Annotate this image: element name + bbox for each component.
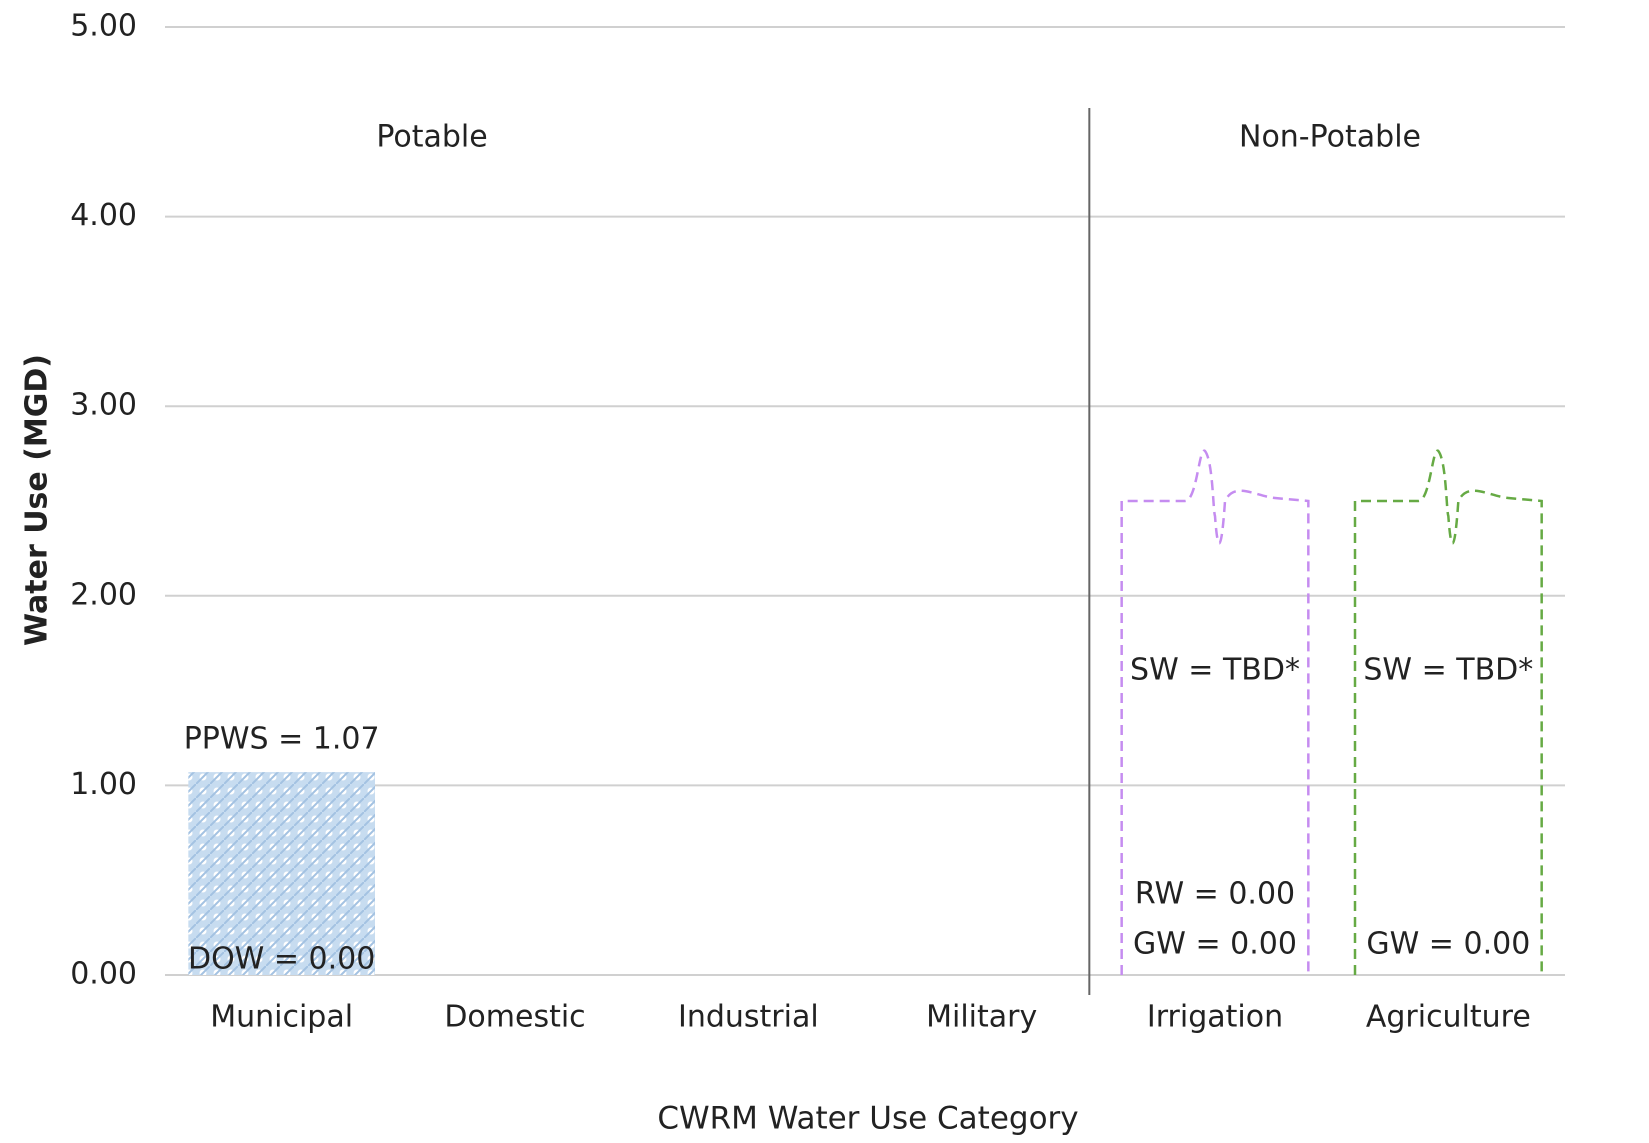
- x-tick-label: Military: [926, 1000, 1037, 1035]
- group-label: Non-Potable: [1239, 120, 1421, 155]
- x-tick-label: Industrial: [678, 1000, 819, 1035]
- x-tick-label: Municipal: [210, 1000, 353, 1035]
- y-tick-label: 2.00: [70, 577, 137, 612]
- value-label: SW = TBD*: [1363, 653, 1533, 688]
- x-tick-label: Irrigation: [1147, 1000, 1283, 1035]
- value-label: GW = 0.00: [1133, 927, 1297, 962]
- group-label: Potable: [376, 120, 487, 155]
- value-label: SW = TBD*: [1130, 653, 1300, 688]
- y-tick-label: 3.00: [70, 388, 137, 423]
- x-tick-label: Domestic: [444, 1000, 585, 1035]
- y-tick-label: 5.00: [70, 9, 137, 44]
- y-tick-label: 1.00: [70, 767, 137, 802]
- placeholder-bar: [1353, 449, 1543, 975]
- y-tick-label: 0.00: [70, 957, 137, 992]
- bar: [188, 772, 375, 975]
- value-label: DOW = 0.00: [188, 942, 375, 977]
- value-label: PPWS = 1.07: [184, 722, 380, 757]
- y-axis-title: Water Use (MGD): [20, 354, 55, 646]
- y-tick-label: 4.00: [70, 198, 137, 233]
- value-label: GW = 0.00: [1366, 927, 1530, 962]
- placeholder-bar: [1120, 449, 1310, 975]
- x-axis-title: CWRM Water Use Category: [657, 1101, 1078, 1137]
- value-label: RW = 0.00: [1135, 877, 1295, 912]
- x-tick-label: Agriculture: [1366, 1000, 1531, 1035]
